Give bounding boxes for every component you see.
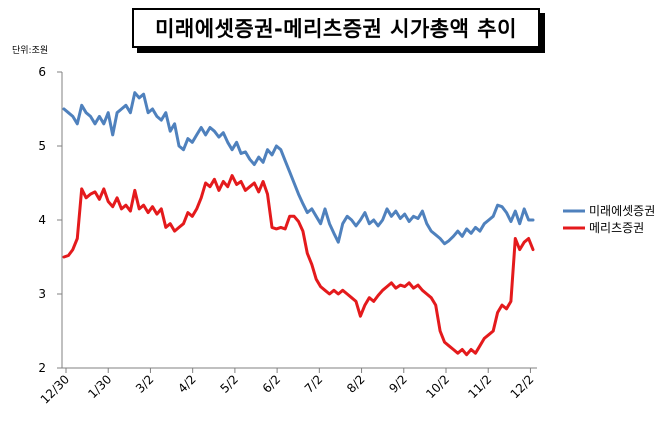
x-tick-label: 11/2 (465, 372, 494, 401)
y-tick-label: 3 (38, 287, 46, 301)
x-tick-label: 1/30 (85, 372, 114, 401)
x-tick-label: 6/2 (260, 372, 284, 396)
x-tick-label: 10/2 (423, 372, 452, 401)
x-tick-label: 4/2 (175, 372, 199, 396)
y-tick-label: 6 (38, 65, 46, 79)
x-tick-label: 9/2 (386, 372, 410, 396)
legend-label-1: 미래에셋증권 (589, 204, 655, 218)
unit-label: 단위:조원 (12, 46, 49, 56)
x-tick-label: 3/2 (133, 372, 157, 396)
x-tick-label: 12/30 (38, 372, 72, 406)
chart-title-box: 미래에셋증권-메리츠증권 시가총액 추이 (132, 8, 540, 48)
y-tick-label: 2 (38, 361, 46, 375)
series-line-1 (62, 91, 535, 246)
x-tick-label: 8/2 (344, 372, 368, 396)
y-tick-label: 4 (38, 213, 46, 227)
legend-label-2: 메리츠증권 (589, 221, 644, 235)
series-line-2 (62, 174, 535, 357)
x-tick-label: 12/2 (508, 372, 537, 401)
x-tick-label: 5/2 (217, 372, 241, 396)
y-tick-label: 5 (38, 139, 46, 153)
chart-title: 미래에셋증권-메리츠증권 시가총액 추이 (155, 17, 517, 41)
x-tick-label: 7/2 (302, 372, 326, 396)
